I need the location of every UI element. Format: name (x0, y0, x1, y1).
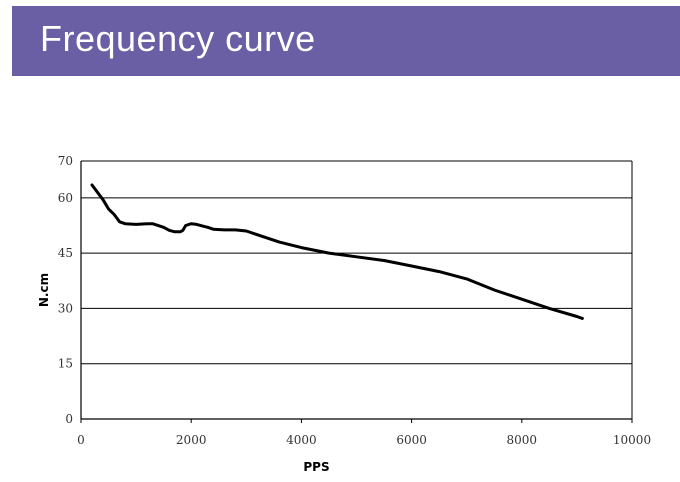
x-tick-label: 2000 (176, 433, 207, 447)
x-tick-label: 4000 (286, 433, 317, 447)
y-tick-label: 70 (58, 154, 73, 168)
y-tick-label: 0 (65, 412, 73, 426)
x-tick-label: 6000 (396, 433, 427, 447)
y-tick-labels: 0 15 30 45 60 70 (58, 154, 73, 426)
x-tick-label: 0 (77, 433, 85, 447)
x-tick-label: 10000 (613, 433, 651, 447)
y-tick-label: 30 (58, 301, 73, 315)
y-tick-label: 45 (58, 246, 73, 260)
x-tick-label: 8000 (507, 433, 538, 447)
page-title: Frequency curve (40, 18, 316, 59)
x-tick-labels: 0 2000 4000 6000 8000 10000 (77, 433, 651, 447)
chart-series (90, 183, 584, 320)
y-axis-label: N.cm (37, 273, 51, 307)
y-tick-label: 15 (58, 357, 73, 371)
header-bar: Frequency curve (12, 6, 680, 76)
chart-gridlines (81, 160, 632, 365)
series-line (90, 183, 584, 320)
x-axis-label: PPS (303, 460, 329, 474)
chart-axes (80, 161, 633, 423)
y-tick-label: 60 (58, 191, 73, 205)
